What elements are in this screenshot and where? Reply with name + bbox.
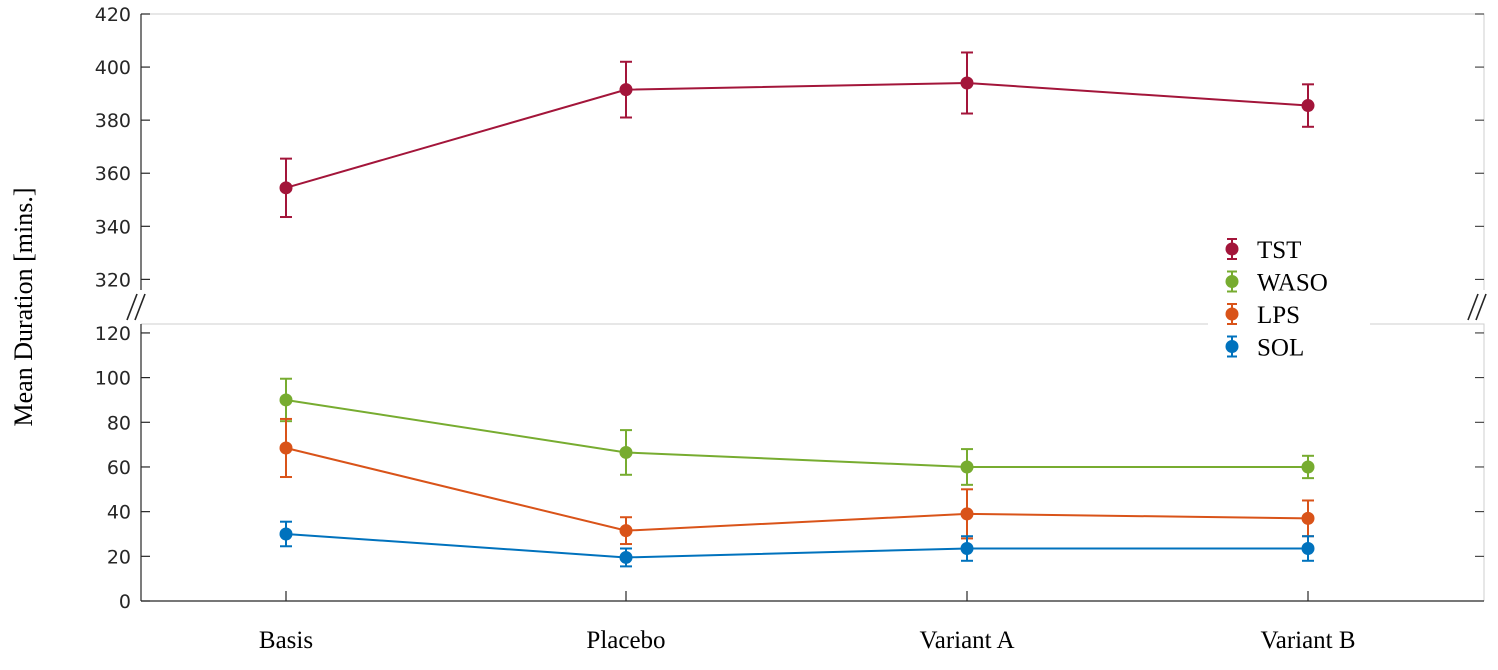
lower-panel-box <box>141 323 1485 601</box>
break-stroke <box>126 293 138 321</box>
series-line <box>285 447 1309 532</box>
break-stroke <box>1475 293 1487 321</box>
y-tick-label: 80 <box>107 412 131 434</box>
data-point <box>279 527 293 541</box>
data-point <box>1301 460 1315 474</box>
data-point <box>1301 542 1315 556</box>
y-tick-label: 320 <box>95 269 131 291</box>
data-point <box>279 441 293 455</box>
data-point <box>1301 99 1315 113</box>
legend-marker-dot <box>1225 340 1239 353</box>
axis-break-left <box>126 293 146 321</box>
legend-item-sol: SOL <box>1225 335 1304 362</box>
series-line <box>285 532 1308 559</box>
data-point <box>960 460 974 474</box>
y-tick-label: 20 <box>107 546 131 568</box>
data-point <box>619 550 633 564</box>
y-tick-label: 380 <box>95 110 131 132</box>
y-tick-label: 0 <box>119 591 131 613</box>
x-tick-label: Variant A <box>919 627 1014 654</box>
data-point <box>619 445 633 459</box>
legend-label: TST <box>1257 237 1301 264</box>
y-tick-label: 340 <box>95 216 131 238</box>
axis-break-right <box>1467 293 1487 321</box>
y-tick-label: 400 <box>95 57 131 79</box>
legend-label: SOL <box>1257 335 1304 362</box>
y-tick-label: 100 <box>95 368 131 390</box>
x-tick-label: Placebo <box>586 627 665 654</box>
legend-label: LPS <box>1257 302 1300 329</box>
data-point <box>619 83 633 97</box>
data-point <box>279 181 293 195</box>
data-point <box>960 76 974 90</box>
legend-marker-dot <box>1225 307 1239 321</box>
y-tick-label: 360 <box>95 163 131 185</box>
y-axis-title: Mean Duration [mins.] <box>9 187 38 426</box>
data-point <box>960 507 974 521</box>
legend-marker-dot <box>1225 242 1239 256</box>
series-waso <box>279 377 1315 486</box>
series-tst <box>279 51 1315 219</box>
break-stroke <box>1467 293 1479 321</box>
legend-marker-dot <box>1225 275 1239 288</box>
break-stroke <box>134 293 146 321</box>
legend-item-waso: WASO <box>1225 270 1328 297</box>
x-tick-label: Basis <box>259 627 313 654</box>
legend: TST WASO LPS SOL <box>1208 232 1370 364</box>
series-line <box>285 398 1308 468</box>
series-lps <box>279 417 1315 546</box>
y-tick-label: 40 <box>107 502 131 524</box>
data-point <box>960 542 974 556</box>
legend-item-lps: LPS <box>1225 302 1300 329</box>
series-line <box>285 81 1309 189</box>
y-axis-ticks: 320 340 360 380 400 420 0 20 40 60 80 100 120 <box>95 4 1484 613</box>
data-point <box>1301 511 1315 525</box>
x-axis-ticks: Basis Placebo Variant A Variant B <box>259 591 1356 654</box>
y-tick-label: 420 <box>95 4 131 26</box>
legend-label: WASO <box>1257 270 1328 297</box>
series-layer <box>279 51 1315 568</box>
plot-frame <box>140 13 1485 602</box>
data-point <box>279 393 293 407</box>
legend-item-tst: TST <box>1225 237 1301 264</box>
y-tick-label: 60 <box>107 457 131 479</box>
data-point <box>619 524 633 538</box>
series-sol <box>279 520 1315 568</box>
axis-break-marks <box>126 293 1487 321</box>
y-tick-label: 120 <box>95 323 131 345</box>
x-tick-label: Variant B <box>1260 627 1355 654</box>
